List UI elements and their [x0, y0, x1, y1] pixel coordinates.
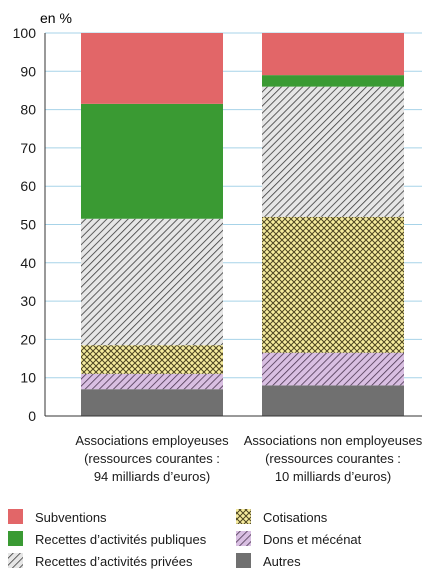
- bar-stack-1: [81, 33, 223, 416]
- legend-item-autres: Autres: [236, 553, 301, 569]
- y-tick-label: 50: [20, 217, 36, 233]
- unit-label: en %: [40, 10, 72, 26]
- bar-segment-dons-et-mecenat: [262, 352, 404, 386]
- bar-stacks: [81, 33, 404, 416]
- y-tick-label: 0: [28, 408, 36, 424]
- legend-swatch: [236, 553, 251, 568]
- bar-segment-recettes-d-activites-privees: [81, 218, 223, 346]
- bar-segment-cotisations: [81, 345, 223, 374]
- bar-segment-recettes-d-activites-publiques: [81, 103, 223, 219]
- legend: Subventions Recettes d’activités publique…: [8, 509, 362, 569]
- x-tick-label: (ressources courantes :: [265, 451, 401, 466]
- x-axis-labels: Associations employeuses (ressources cour…: [75, 433, 422, 484]
- legend-swatch: [236, 531, 251, 546]
- bar-stack-2: [262, 33, 404, 416]
- y-tick-label: 80: [20, 102, 36, 118]
- bar-segment-dons-et-mecenat: [81, 373, 223, 390]
- y-tick-label: 30: [20, 293, 36, 309]
- legend-item-subventions: Subventions: [8, 509, 107, 525]
- legend-item-cotisations: Cotisations: [236, 509, 328, 525]
- y-tick-label: 40: [20, 255, 36, 271]
- x-tick-label: Associations non employeuses: [244, 433, 423, 448]
- legend-swatch: [8, 553, 23, 568]
- legend-item-dons-et-mecenat: Dons et mécénat: [236, 531, 362, 547]
- y-axis-ticks: 0 10 20 30 40 50 60 70 80 90 100: [13, 25, 37, 424]
- legend-swatch: [8, 531, 23, 546]
- legend-label: Recettes d’activités privées: [35, 554, 193, 569]
- legend-swatch: [236, 509, 251, 524]
- legend-label: Dons et mécénat: [263, 532, 362, 547]
- y-tick-label: 20: [20, 331, 36, 347]
- legend-item-recettes-d-activites-publiques: Recettes d’activités publiques: [8, 531, 207, 547]
- legend-item-recettes-d-activites-privees: Recettes d’activités privées: [8, 553, 193, 569]
- bar-segment-recettes-d-activites-publiques: [262, 75, 404, 87]
- bar-segment-subventions: [81, 33, 223, 104]
- bar-segment-autres: [81, 389, 223, 416]
- y-tick-label: 10: [20, 370, 36, 386]
- bar-segment-recettes-d-activites-privees: [262, 86, 404, 217]
- legend-swatch: [8, 509, 23, 524]
- legend-label: Autres: [263, 554, 301, 569]
- y-tick-label: 100: [13, 25, 37, 41]
- legend-label: Cotisations: [263, 510, 328, 525]
- y-tick-label: 70: [20, 140, 36, 156]
- bar-segment-autres: [262, 385, 404, 416]
- x-tick-label: 94 milliards d’euros): [94, 469, 210, 484]
- x-tick-label: 10 milliards d’euros): [275, 469, 391, 484]
- legend-label: Recettes d’activités publiques: [35, 532, 207, 547]
- legend-label: Subventions: [35, 510, 107, 525]
- bar-segment-subventions: [262, 33, 404, 76]
- x-tick-label: (ressources courantes :: [84, 451, 220, 466]
- y-tick-label: 60: [20, 178, 36, 194]
- bar-segment-cotisations: [262, 216, 404, 353]
- x-tick-label: Associations employeuses: [75, 433, 229, 448]
- y-tick-label: 90: [20, 63, 36, 79]
